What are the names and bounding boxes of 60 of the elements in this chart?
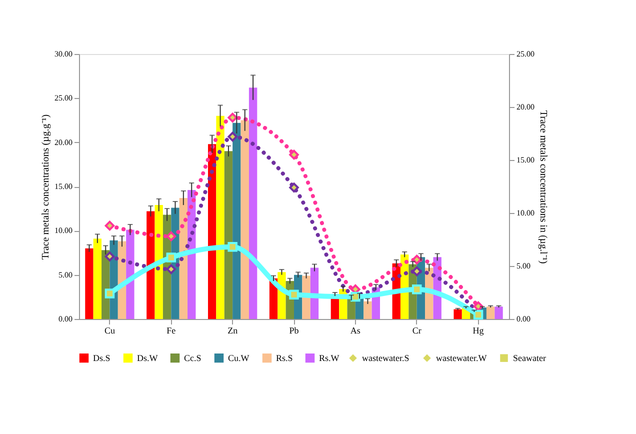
y-tick-label: 0.00 [58, 314, 72, 324]
point [473, 301, 484, 312]
x-tick-label: As [350, 326, 361, 336]
x-tick-label: Cu [104, 326, 116, 336]
bar [224, 151, 233, 319]
y-axis-title: Trace metals concentrations (µg.g⁻¹) [40, 114, 52, 260]
y-tick-label: 25.00 [54, 94, 72, 103]
y-tick-label: 15.00 [54, 182, 72, 191]
legend-label: Seawater [513, 353, 546, 364]
bar [146, 211, 155, 319]
point [104, 220, 115, 231]
legend-label: Rs.W [319, 353, 340, 364]
legend-label: Cc.S [184, 353, 202, 364]
bar [240, 120, 249, 319]
point [228, 132, 238, 142]
bar [232, 122, 241, 319]
y2-tick-label: 25.00 [516, 50, 534, 58]
point [412, 254, 422, 265]
legend-label: Ds.S [93, 353, 110, 364]
point [473, 310, 484, 320]
bar [248, 88, 258, 319]
y2-tick-label: 15.00 [516, 156, 534, 164]
point [289, 290, 299, 300]
y2-tick-label: 0.00 [516, 314, 530, 324]
bar [216, 116, 224, 319]
point [412, 284, 422, 294]
legend-label: Cu.W [228, 353, 250, 364]
y-tick-label: 10.00 [54, 226, 72, 236]
legend-label: wastewater.S [362, 353, 410, 364]
point [166, 252, 176, 262]
x-tick-label: Hg [472, 326, 484, 336]
point [228, 242, 238, 252]
x-tick-label: Fe [166, 326, 176, 336]
x-tick-label: Cr [412, 326, 422, 336]
bar [454, 309, 462, 319]
bar [85, 248, 94, 319]
legend-label: Ds.W [137, 353, 158, 364]
point [289, 150, 299, 160]
y-tick-label: 20.00 [54, 138, 72, 147]
y-tick-label: 30.00 [54, 50, 72, 58]
legend-label: wastewater.W [436, 353, 488, 364]
point [104, 288, 115, 298]
point [166, 231, 176, 242]
bar [494, 306, 503, 319]
bar [486, 306, 495, 319]
point [166, 264, 176, 274]
legend-label: Rs.S [276, 353, 293, 364]
y2-tick-label: 20.00 [516, 102, 534, 112]
y2-tick-label: 5.00 [516, 262, 530, 270]
point [289, 182, 299, 192]
y-tick-label: 5.00 [58, 270, 72, 280]
x-tick-label: Pb [289, 326, 300, 336]
y2-axis-title: Trace metals concentrations in (µg.l⁻¹) [538, 110, 548, 264]
bar [93, 238, 102, 319]
point [412, 266, 422, 276]
point [104, 252, 115, 262]
point [228, 112, 238, 122]
y2-tick-label: 10.00 [516, 208, 534, 218]
x-tick-label: Zn [228, 326, 238, 336]
bar [364, 301, 372, 319]
